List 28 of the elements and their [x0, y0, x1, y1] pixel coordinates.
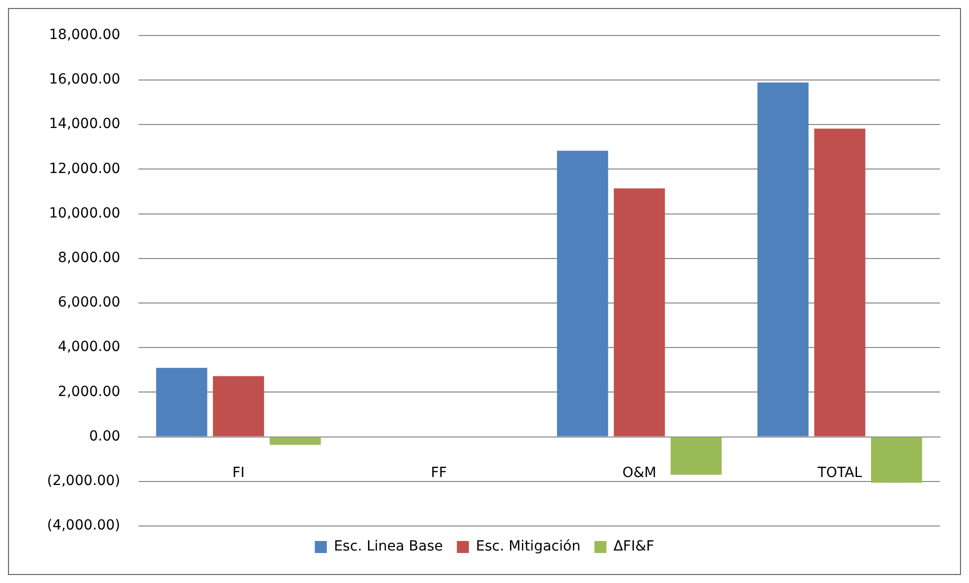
y-tick-label: 4,000.00 — [58, 339, 120, 356]
y-tick-label: 2,000.00 — [58, 384, 120, 400]
bar — [614, 188, 665, 436]
bar — [156, 368, 208, 436]
x-tick-label: FF — [430, 464, 447, 481]
bar — [270, 437, 321, 445]
bar — [670, 437, 722, 475]
y-tick-label: 0.00 — [89, 428, 120, 444]
bar — [871, 437, 922, 483]
y-tick-label: 12,000.00 — [49, 160, 120, 177]
x-tick-label: O&M — [622, 464, 656, 481]
x-tick-label: FI — [232, 464, 245, 481]
legend-label: Esc. Linea Base — [334, 538, 443, 555]
y-tick-label: (4,000.00) — [46, 518, 120, 534]
y-tick-label: 14,000.00 — [49, 116, 120, 132]
bar — [814, 128, 866, 436]
bar — [757, 82, 809, 436]
y-tick-label: (2,000.00) — [46, 473, 120, 490]
bar — [557, 150, 608, 436]
legend-label: ΔFI&F — [613, 538, 654, 555]
y-tick-label: 6,000.00 — [58, 294, 120, 311]
legend-label: Esc. Mitigación — [476, 538, 580, 555]
y-tick-label: 10,000.00 — [49, 205, 120, 222]
y-tick-label: 16,000.00 — [49, 72, 120, 88]
x-tick-label: TOTAL — [816, 464, 862, 481]
bar — [212, 376, 264, 436]
y-tick-label: 18,000.00 — [49, 27, 120, 44]
y-tick-label: 8,000.00 — [58, 250, 120, 266]
